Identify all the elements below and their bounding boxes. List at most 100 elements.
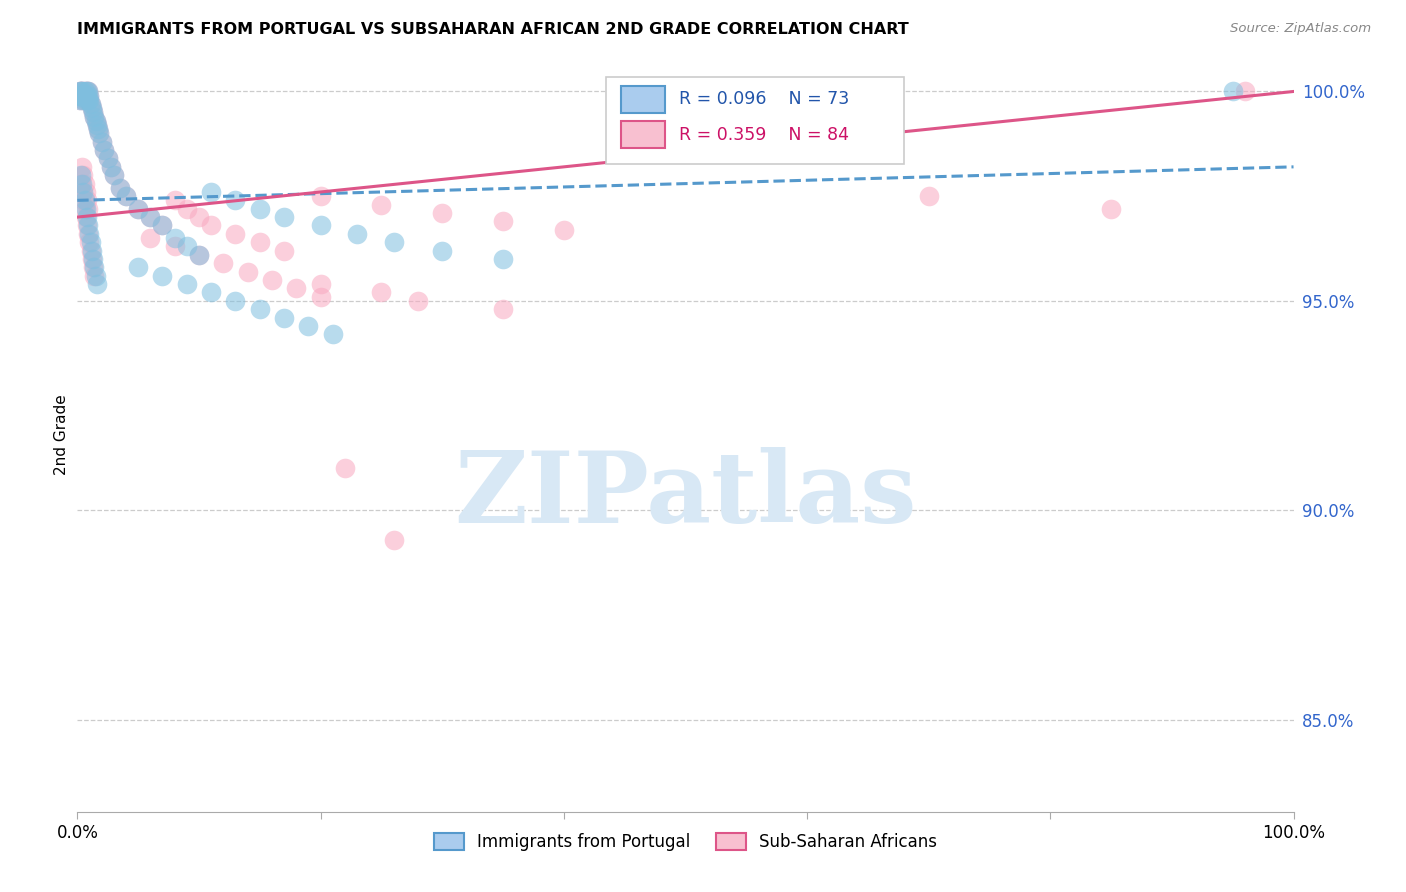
Point bbox=[70, 88, 93, 103]
Point bbox=[70, 85, 93, 99]
Point bbox=[80, 235, 103, 250]
Point bbox=[406, 293, 429, 308]
Point bbox=[200, 185, 222, 199]
Point bbox=[176, 202, 198, 216]
Point bbox=[73, 85, 96, 99]
Point bbox=[70, 168, 93, 182]
Point bbox=[75, 185, 97, 199]
Point bbox=[83, 268, 105, 283]
Point bbox=[72, 88, 94, 103]
Point bbox=[176, 239, 198, 253]
Point bbox=[67, 88, 90, 103]
Point bbox=[163, 239, 186, 253]
Point bbox=[382, 533, 405, 547]
Point bbox=[89, 127, 111, 141]
Point bbox=[80, 101, 103, 115]
Point bbox=[86, 277, 108, 292]
Point bbox=[139, 210, 162, 224]
Text: R = 0.096    N = 73: R = 0.096 N = 73 bbox=[679, 90, 849, 109]
FancyBboxPatch shape bbox=[621, 121, 665, 148]
Point bbox=[89, 127, 111, 141]
Point bbox=[72, 168, 94, 182]
Point bbox=[80, 244, 103, 258]
Point bbox=[224, 293, 246, 308]
Point bbox=[70, 88, 93, 103]
Point bbox=[79, 235, 101, 250]
Point bbox=[260, 273, 283, 287]
Point bbox=[322, 327, 344, 342]
Point bbox=[83, 110, 105, 124]
Point bbox=[80, 97, 103, 112]
Point bbox=[73, 88, 96, 103]
Point bbox=[309, 277, 332, 292]
Point bbox=[80, 101, 103, 115]
Point bbox=[70, 160, 93, 174]
Point bbox=[76, 219, 98, 233]
Point bbox=[93, 143, 115, 157]
Point bbox=[492, 214, 515, 228]
Point bbox=[75, 202, 97, 216]
Point bbox=[108, 181, 131, 195]
Point bbox=[93, 143, 115, 157]
Point bbox=[75, 88, 97, 103]
Point bbox=[70, 177, 93, 191]
Point bbox=[76, 210, 98, 224]
Point bbox=[76, 85, 98, 99]
Point bbox=[152, 219, 174, 233]
Point bbox=[67, 88, 90, 103]
Point bbox=[309, 219, 332, 233]
Point bbox=[73, 202, 96, 216]
Point bbox=[77, 219, 100, 233]
Point bbox=[72, 93, 94, 107]
Point bbox=[139, 231, 162, 245]
Point bbox=[224, 194, 246, 208]
Point bbox=[72, 194, 94, 208]
Point bbox=[82, 105, 104, 120]
Point bbox=[76, 194, 98, 208]
Point bbox=[115, 189, 138, 203]
Point bbox=[70, 177, 93, 191]
Point bbox=[346, 227, 368, 241]
FancyBboxPatch shape bbox=[606, 77, 904, 163]
Point bbox=[97, 152, 120, 166]
Text: R = 0.359    N = 84: R = 0.359 N = 84 bbox=[679, 126, 849, 144]
Point bbox=[918, 189, 941, 203]
Point bbox=[82, 252, 104, 266]
Point bbox=[84, 268, 107, 283]
Point bbox=[188, 248, 211, 262]
Point bbox=[97, 152, 120, 166]
Point bbox=[100, 160, 122, 174]
Point bbox=[70, 88, 93, 103]
Point bbox=[69, 93, 91, 107]
Point bbox=[370, 197, 392, 211]
Point bbox=[103, 168, 125, 182]
Point bbox=[72, 93, 94, 107]
Point bbox=[77, 85, 100, 99]
Point bbox=[139, 210, 162, 224]
Point bbox=[77, 227, 100, 241]
Point bbox=[80, 252, 103, 266]
Point bbox=[236, 264, 259, 278]
Point bbox=[75, 88, 97, 103]
Point bbox=[249, 302, 271, 317]
Point bbox=[83, 260, 105, 275]
Point bbox=[273, 310, 295, 325]
Text: ZIPatlas: ZIPatlas bbox=[454, 447, 917, 543]
Point bbox=[188, 210, 211, 224]
Point bbox=[79, 88, 101, 103]
Point bbox=[163, 194, 186, 208]
Point bbox=[86, 118, 108, 132]
Point bbox=[82, 105, 104, 120]
Point bbox=[77, 202, 100, 216]
Point bbox=[69, 85, 91, 99]
Point bbox=[75, 93, 97, 107]
Point bbox=[70, 85, 93, 99]
Point bbox=[309, 189, 332, 203]
Point bbox=[1099, 202, 1122, 216]
Point bbox=[70, 85, 93, 99]
FancyBboxPatch shape bbox=[621, 86, 665, 113]
Point bbox=[79, 88, 101, 103]
Point bbox=[430, 206, 453, 220]
Point bbox=[83, 110, 105, 124]
Point bbox=[77, 93, 100, 107]
